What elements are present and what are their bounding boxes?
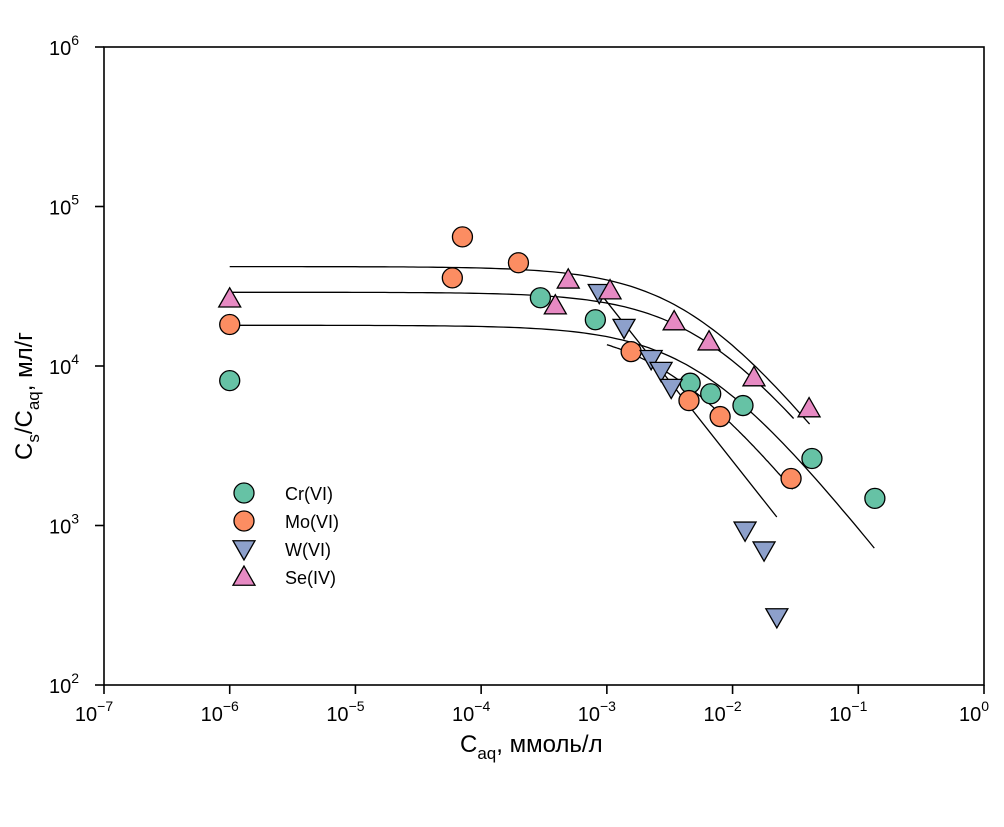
data-point-w-vi xyxy=(764,608,789,630)
data-point-mo-vi xyxy=(441,267,463,289)
x-tick-label: 10−3 xyxy=(578,698,616,726)
data-point-mo-vi xyxy=(620,341,642,363)
fit-mo-line xyxy=(606,344,794,490)
y-tick-label: 102 xyxy=(49,670,79,698)
legend-label-w-vi: W(VI) xyxy=(285,540,331,560)
x-tick-label: 10−6 xyxy=(201,698,239,726)
x-tick-label: 10−7 xyxy=(75,698,113,726)
plot-frame xyxy=(103,46,985,686)
data-point-mo-vi xyxy=(507,252,530,274)
data-point-se-iv xyxy=(597,278,623,300)
data-point-w-vi xyxy=(611,318,637,340)
data-point-se-iv xyxy=(217,286,242,308)
data-point-se-iv xyxy=(741,365,767,387)
data-point-mo-vi xyxy=(219,313,241,336)
y-axis-title: Cs/Caq, мл/г xyxy=(11,332,43,460)
data-point-mo-vi xyxy=(678,389,700,412)
x-tick-label: 10−2 xyxy=(703,698,741,726)
x-tick-label: 10−5 xyxy=(326,698,364,726)
data-point-se-iv xyxy=(696,329,722,351)
data-point-w-vi xyxy=(639,349,664,372)
data-point-cr-vi xyxy=(700,383,722,405)
data-point-w-vi xyxy=(648,361,674,383)
legend-marker-se-iv xyxy=(231,564,257,586)
data-point-se-iv xyxy=(556,267,581,289)
legend-label-se-iv: Se(IV) xyxy=(285,568,336,588)
data-point-w-vi xyxy=(732,521,758,543)
data-point-cr-vi xyxy=(864,487,886,509)
data-point-se-iv xyxy=(662,309,687,331)
legend: Cr(VI) Mo(VI) W(VI) Se(IV) xyxy=(231,482,339,588)
data-point-cr-vi xyxy=(529,287,552,309)
legend-marker-w-vi xyxy=(231,540,257,562)
data-point-se-iv xyxy=(543,293,568,315)
x-axis-title: Caq, ммоль/л xyxy=(460,731,603,763)
x-tick-label: 10−4 xyxy=(452,698,490,726)
fit-lower-line xyxy=(229,324,875,549)
data-point-mo-vi xyxy=(451,226,474,248)
x-tick-label: 100 xyxy=(959,698,989,726)
x-tick-label: 10−1 xyxy=(829,698,867,726)
legend-marker-mo-vi xyxy=(233,510,255,532)
legend-label-cr-vi: Cr(VI) xyxy=(285,484,333,504)
x-axis-ticks: 10−7 10−6 10−5 10−4 10−3 10−2 10−1 100 xyxy=(75,685,989,726)
data-point-w-vi xyxy=(751,541,777,563)
data-point-mo-vi xyxy=(780,467,802,490)
y-tick-label: 106 xyxy=(49,32,79,60)
fit-upper-line xyxy=(229,265,811,425)
data-point-cr-vi xyxy=(584,309,607,331)
y-tick-label: 105 xyxy=(49,192,79,220)
data-points xyxy=(217,226,886,630)
y-tick-label: 104 xyxy=(49,351,79,379)
y-axis-ticks: 102 103 104 105 106 xyxy=(49,32,104,698)
data-point-cr-vi xyxy=(732,394,754,417)
data-point-w-vi xyxy=(659,378,684,400)
legend-label-mo-vi: Mo(VI) xyxy=(285,512,339,532)
fit-middle-line xyxy=(229,291,795,419)
data-point-mo-vi xyxy=(709,405,731,428)
data-point-se-iv xyxy=(796,396,822,418)
y-tick-label: 103 xyxy=(49,511,79,539)
data-point-cr-vi xyxy=(219,369,241,392)
legend-marker-cr-vi xyxy=(233,482,255,504)
data-point-cr-vi xyxy=(801,447,823,470)
